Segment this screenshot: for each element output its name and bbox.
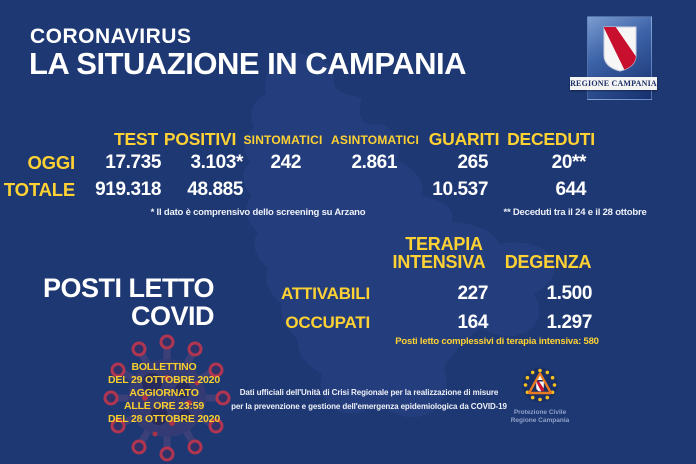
totale-asintomatici	[301, 176, 397, 203]
occupati-degenza: 1.297	[546, 312, 592, 333]
totale-positivi: 48.885	[187, 179, 243, 200]
footnote-deceduti: ** Deceduti tra il 24 e il 28 ottobre	[503, 207, 647, 218]
virus-icon	[103, 334, 231, 462]
bulletin-line: ALLE ORE 23:59	[123, 400, 205, 412]
bulletin-line: DEL 29 OTTOBRE 2020	[108, 374, 220, 386]
oggi-deceduti: 20**	[551, 152, 587, 173]
bulletin-line: BOLLETTINO	[131, 361, 197, 373]
protezione-civile-line2: Regione Campania	[510, 417, 570, 424]
official-source-line2: per la prevenzione e gestione dell'emerg…	[231, 401, 507, 411]
stat-column-positivi: POSITIVI	[163, 129, 237, 149]
regione-campania-caption: REGIONE CAMPANIA	[570, 77, 657, 90]
beds-column-terapia: TERAPIA	[405, 234, 483, 254]
stat-column-sintomatici: SINTOMATICI	[243, 133, 323, 147]
oggi-test: 17.735	[105, 152, 161, 173]
row-label-occupati: OCCUPATI	[285, 313, 370, 332]
row-label-attivabili: ATTIVABILI	[281, 284, 370, 303]
oggi-guariti: 265	[457, 152, 488, 173]
official-source-note: Dati ufficiali dell'Unità di Crisi Regio…	[219, 386, 519, 413]
totale-deceduti: 644	[555, 179, 586, 200]
bulletin-line: DEL 28 OTTOBRE 2020	[108, 413, 220, 425]
totale-test: 919.318	[95, 179, 161, 200]
posti-letto-line2: COVID	[130, 301, 215, 331]
kicker: CORONAVIRUS	[30, 25, 192, 48]
page-title: LA SITUAZIONE IN CAMPANIA	[29, 46, 467, 81]
oggi-asintomatici: 2.861	[351, 152, 397, 173]
protezione-civile-logo	[522, 367, 558, 403]
posti-letto-title: POSTI LETTO COVID	[20, 273, 215, 331]
oggi-positivi: 3.103*	[190, 152, 243, 173]
protezione-civile-line1: Protezione Civile	[513, 409, 567, 416]
bulletin-badge: BOLLETTINO DEL 29 OTTOBRE 2020 AGGIORNAT…	[84, 361, 244, 426]
beds-total-note: Posti letto complessivi di terapia inten…	[395, 336, 599, 347]
attivabili-terapia-intensiva: 227	[457, 283, 488, 304]
posti-letto-line1: POSTI LETTO	[42, 273, 215, 303]
stats-table: OGGI 17.735 3.103* 242 2.861 265 20** TO…	[0, 149, 586, 203]
footnote-arzano: * Il dato è comprensivo dello screening …	[150, 207, 366, 218]
stat-column-asintomatici: ASINTOMATICI	[331, 133, 419, 147]
beds-column-degenza: DEGENZA	[504, 252, 592, 272]
beds-table: ATTIVABILI 227 1.500 OCCUPATI 164 1.297	[240, 279, 592, 337]
bulletin-line: AGGIORNATO	[129, 387, 199, 399]
protezione-civile-caption: Protezione Civile Regione Campania	[496, 409, 584, 425]
totale-guariti: 10.537	[432, 179, 488, 200]
attivabili-degenza: 1.500	[546, 283, 592, 304]
row-label-totale: TOTALE	[3, 179, 75, 200]
stat-column-deceduti: DECEDUTI	[507, 129, 595, 149]
stat-column-test: TEST	[114, 129, 158, 149]
beds-column-intensiva: INTENSIVA	[392, 252, 486, 272]
occupati-terapia-intensiva: 164	[457, 312, 488, 333]
row-label-oggi: OGGI	[27, 152, 75, 173]
stat-column-guariti: GUARITI	[428, 129, 500, 149]
official-source-line1: Dati ufficiali dell'Unità di Crisi Regio…	[239, 388, 499, 397]
oggi-sintomatici: 242	[270, 152, 301, 173]
campania-shield-icon	[603, 26, 637, 72]
totale-sintomatici	[243, 176, 301, 203]
